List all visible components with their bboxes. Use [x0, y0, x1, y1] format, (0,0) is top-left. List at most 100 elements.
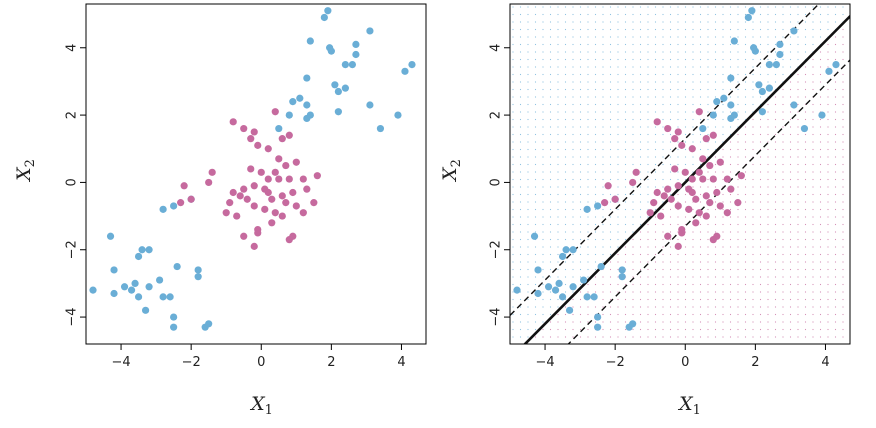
- grid-dot: [609, 313, 612, 316]
- grid-dot: [729, 96, 732, 98]
- grid-dot: [609, 276, 612, 278]
- grid-dot: [587, 66, 589, 68]
- grid-dot: [602, 283, 604, 286]
- grid-dot: [782, 96, 784, 98]
- data-point-magenta: [240, 232, 248, 240]
- grid-dot: [527, 126, 529, 128]
- grid-dot: [572, 328, 574, 331]
- grid-dot: [624, 313, 627, 316]
- grid-dot: [669, 238, 672, 241]
- grid-dot: [827, 103, 829, 106]
- grid-dot: [512, 171, 514, 173]
- grid-dot: [639, 216, 642, 218]
- grid-dot: [617, 148, 619, 151]
- grid-dot: [609, 6, 612, 8]
- grid-dot: [579, 246, 582, 248]
- grid-dot: [789, 223, 792, 226]
- grid-dot: [557, 13, 559, 16]
- grid-dot: [519, 208, 522, 211]
- data-point-blue: [720, 94, 728, 102]
- grid-dot: [782, 328, 784, 331]
- grid-dot: [557, 58, 559, 61]
- grid-dot: [579, 231, 582, 233]
- grid-dot: [587, 246, 589, 248]
- grid-dot: [812, 268, 814, 271]
- grid-dot: [812, 283, 814, 286]
- grid-dot: [827, 141, 829, 143]
- grid-dot: [729, 276, 732, 278]
- grid-dot: [677, 28, 679, 31]
- grid-dot: [579, 186, 582, 188]
- grid-dot: [744, 276, 747, 278]
- grid-dot: [617, 298, 619, 301]
- grid-dot: [759, 208, 762, 211]
- grid-dot: [782, 28, 784, 31]
- grid-dot: [572, 43, 574, 46]
- grid-dot: [624, 21, 627, 23]
- grid-dot: [632, 223, 634, 226]
- grid-dot: [789, 96, 792, 98]
- grid-dot: [609, 73, 612, 76]
- grid-dot: [519, 231, 522, 233]
- grid-dot: [842, 103, 844, 106]
- grid-dot: [549, 321, 552, 323]
- grid-dot: [819, 156, 822, 158]
- grid-dot: [804, 111, 807, 113]
- grid-dot: [579, 148, 582, 151]
- grid-dot: [804, 118, 807, 121]
- grid-dot: [782, 73, 784, 76]
- grid-dot: [534, 43, 537, 46]
- grid-dot: [632, 208, 634, 211]
- grid-dot: [527, 156, 529, 158]
- grid-dot: [542, 223, 544, 226]
- grid-dot: [534, 156, 537, 158]
- x-tick-label: 4: [397, 355, 405, 370]
- grid-dot: [729, 298, 732, 301]
- grid-dot: [579, 253, 582, 256]
- grid-dot: [542, 51, 544, 53]
- grid-dot: [834, 246, 837, 248]
- grid-dot: [587, 238, 589, 241]
- data-point-blue: [134, 293, 143, 301]
- grid-dot: [722, 306, 724, 308]
- grid-dot: [767, 163, 769, 166]
- grid-dot: [737, 328, 739, 331]
- grid-dot: [519, 186, 522, 188]
- grid-dot: [752, 313, 754, 316]
- grid-dot: [699, 238, 702, 241]
- grid-dot: [617, 231, 619, 233]
- grid-dot: [632, 291, 634, 293]
- grid-dot: [707, 6, 709, 8]
- grid-dot: [737, 81, 739, 83]
- grid-dot: [752, 291, 754, 293]
- grid-dot: [797, 81, 799, 83]
- data-point-magenta: [208, 168, 216, 176]
- grid-dot: [722, 208, 724, 211]
- grid-dot: [542, 148, 544, 151]
- data-point-magenta: [692, 219, 700, 227]
- grid-dot: [669, 118, 672, 121]
- grid-dot: [722, 298, 724, 301]
- grid-dot: [557, 336, 559, 338]
- grid-dot: [662, 321, 664, 323]
- grid-dot: [737, 283, 739, 286]
- grid-dot: [714, 66, 717, 68]
- grid-dot: [782, 186, 784, 188]
- grid-dot: [677, 328, 679, 331]
- grid-dot: [827, 133, 829, 136]
- grid-dot: [557, 208, 559, 211]
- grid-dot: [534, 88, 537, 91]
- grid-dot: [819, 231, 822, 233]
- data-point-magenta: [601, 199, 609, 207]
- grid-dot: [834, 126, 837, 128]
- grid-dot: [819, 216, 822, 218]
- grid-dot: [639, 66, 642, 68]
- grid-dot: [609, 238, 612, 241]
- grid-dot: [789, 81, 792, 83]
- grid-dot: [722, 321, 724, 323]
- grid-dot: [512, 66, 514, 68]
- grid-dot: [789, 156, 792, 158]
- data-point-magenta: [611, 195, 619, 203]
- grid-dot: [759, 133, 762, 136]
